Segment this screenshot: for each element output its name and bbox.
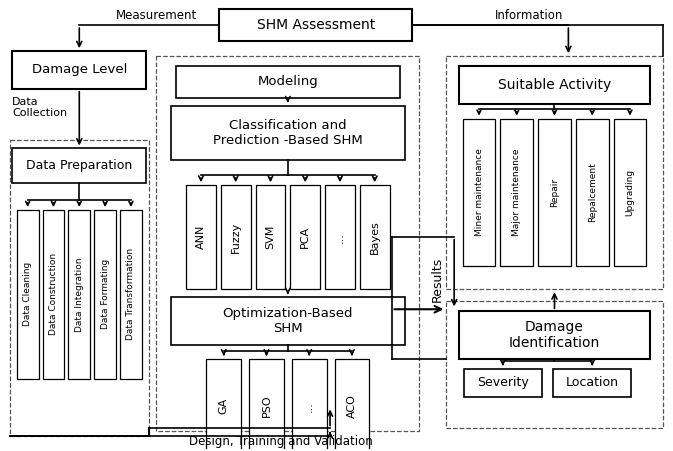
Bar [221,185,250,290]
Bar [446,301,663,428]
Text: Modeling: Modeling [258,75,318,88]
Bar [290,185,320,290]
Text: Repalcement: Repalcement [588,162,597,222]
Text: SHM Assessment: SHM Assessment [256,18,375,32]
Bar [334,359,369,451]
Text: Upgrading: Upgrading [625,169,635,216]
Bar [186,185,216,290]
Bar [12,51,146,89]
Bar [500,119,533,266]
Bar [256,185,285,290]
Bar [249,359,284,451]
Text: Damage Level: Damage Level [32,64,127,76]
Text: ...: ... [335,232,345,243]
Bar [459,66,650,104]
Text: Bayes: Bayes [369,221,380,254]
Text: Results: Results [431,257,444,302]
Bar [360,185,390,290]
Bar [12,148,146,183]
Text: Data Cleaning: Data Cleaning [23,262,32,327]
Bar [325,185,355,290]
Text: Miner maintenance: Miner maintenance [474,148,483,236]
Bar [464,369,542,396]
Bar [17,210,38,379]
Text: Damage
Identification: Damage Identification [509,320,600,350]
Bar [219,9,413,41]
Text: ...: ... [304,400,314,411]
Text: Severity: Severity [477,376,529,389]
Bar [171,297,404,345]
Bar [459,311,650,359]
Text: Major maintenance: Major maintenance [512,148,522,236]
Text: SVM: SVM [265,225,275,249]
Text: Measurement: Measurement [116,9,197,22]
Bar [94,210,116,379]
Bar [292,359,326,451]
Bar [69,210,90,379]
Bar [446,56,663,290]
Text: Classification and
Prediction -Based SHM: Classification and Prediction -Based SHM [213,119,363,147]
Text: ANN: ANN [196,225,206,249]
Text: PCA: PCA [300,226,310,249]
Bar [207,359,241,451]
Text: Fuzzy: Fuzzy [231,221,241,253]
Bar [176,66,400,98]
Text: ACO: ACO [347,394,357,418]
Text: Data Preparation: Data Preparation [26,159,133,172]
Bar [462,119,495,266]
Text: Design, Training and Validation: Design, Training and Validation [188,435,372,448]
Text: Optimization-Based
SHM: Optimization-Based SHM [223,307,353,335]
Bar [576,119,608,266]
Bar [156,56,419,432]
Bar [614,119,646,266]
Text: Data Formating: Data Formating [100,259,110,330]
Text: Data Integration: Data Integration [75,257,84,331]
Text: Suitable Activity: Suitable Activity [498,78,611,92]
Bar [120,210,142,379]
Text: Information: Information [495,9,563,22]
Text: Location: Location [566,376,618,389]
Text: Data
Collection: Data Collection [12,97,67,119]
Text: Data Construction: Data Construction [49,253,58,336]
Text: Data Transformation: Data Transformation [127,249,135,341]
Bar [538,119,571,266]
Text: GA: GA [219,398,229,414]
Text: PSO: PSO [262,395,271,417]
Bar [10,140,149,437]
Text: Repair: Repair [550,178,559,207]
Bar [42,210,65,379]
Bar [553,369,631,396]
Bar [171,106,404,160]
